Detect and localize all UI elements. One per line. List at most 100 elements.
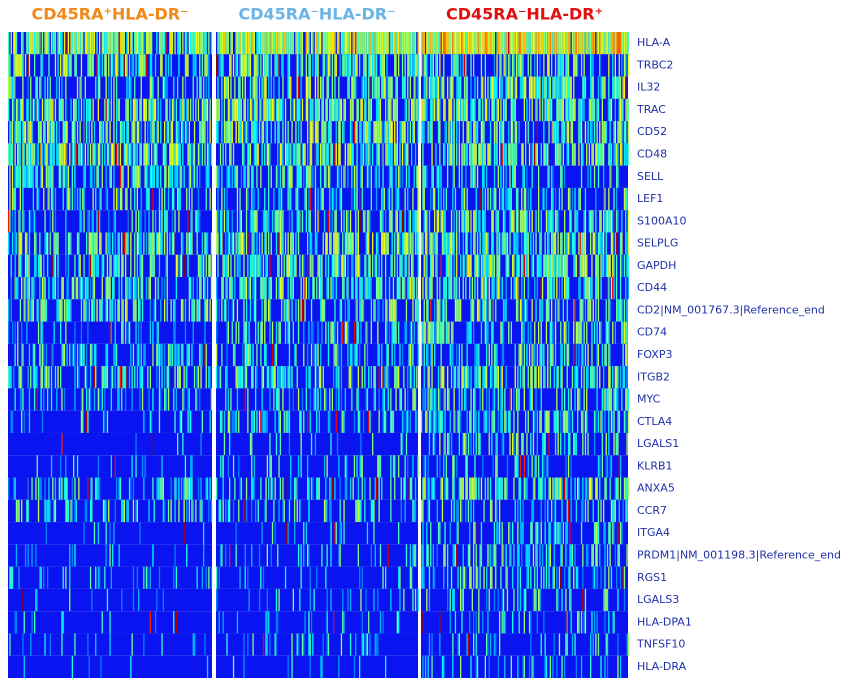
texture-stripe — [336, 98, 339, 122]
texture-stripe — [50, 343, 53, 367]
texture-stripe — [510, 76, 512, 99]
texture-stripe — [577, 32, 579, 55]
texture-stripe — [525, 32, 527, 55]
texture-stripe — [557, 232, 559, 255]
texture-stripe — [336, 321, 339, 344]
texture-stripe — [210, 143, 213, 166]
texture-stripe — [37, 98, 40, 122]
texture-stripe — [278, 232, 280, 255]
texture-stripe — [470, 54, 472, 77]
texture-stripe — [79, 210, 81, 233]
texture-stripe — [323, 455, 326, 478]
texture-stripe — [40, 477, 42, 500]
texture-stripe — [253, 477, 255, 500]
texture-stripe — [93, 232, 96, 255]
texture-stripe — [424, 254, 427, 278]
texture-stripe — [547, 343, 549, 367]
texture-stripe — [97, 76, 99, 99]
texture-stripe — [502, 121, 505, 144]
texture-stripe — [80, 76, 83, 99]
texture-stripe — [538, 165, 540, 188]
block-texture — [216, 477, 417, 500]
texture-stripe — [96, 299, 98, 322]
texture-stripe — [161, 366, 163, 389]
texture-stripe — [141, 254, 144, 278]
texture-stripe — [175, 143, 177, 166]
texture-stripe — [83, 165, 85, 188]
texture-stripe — [450, 277, 453, 300]
texture-stripe — [484, 143, 486, 166]
texture-stripe — [549, 366, 551, 389]
texture-stripe — [361, 299, 363, 322]
texture-stripe — [104, 366, 106, 389]
texture-stripe — [269, 98, 271, 122]
texture-stripe — [488, 432, 490, 456]
texture-stripe — [548, 232, 550, 255]
texture-stripe — [67, 54, 70, 77]
texture-stripe — [606, 277, 609, 300]
texture-stripe — [443, 98, 445, 122]
texture-stripe — [506, 32, 509, 55]
texture-stripe — [265, 98, 267, 122]
texture-stripe — [386, 32, 388, 55]
texture-stripe — [100, 232, 102, 255]
texture-stripe — [32, 299, 34, 322]
texture-stripe — [35, 232, 37, 255]
texture-stripe — [139, 165, 141, 188]
texture-stripe — [195, 32, 197, 55]
texture-stripe — [557, 432, 559, 456]
texture-stripe — [65, 455, 67, 478]
texture-stripe — [586, 388, 588, 411]
texture-stripe — [52, 165, 54, 188]
texture-stripe — [409, 366, 411, 389]
texture-stripe — [173, 321, 175, 344]
texture-stripe — [144, 210, 146, 233]
texture-stripe — [317, 32, 319, 55]
texture-stripe — [352, 32, 354, 55]
texture-stripe — [434, 76, 436, 99]
texture-stripe — [112, 299, 114, 322]
texture-stripe — [247, 187, 249, 211]
texture-stripe — [545, 254, 548, 278]
texture-stripe — [554, 143, 557, 166]
texture-stripe — [409, 477, 411, 500]
texture-stripe — [209, 187, 211, 211]
texture-stripe — [321, 143, 323, 166]
texture-stripe — [82, 410, 84, 433]
texture-stripe — [264, 277, 266, 300]
texture-stripe — [564, 165, 566, 188]
texture-stripe — [60, 32, 62, 55]
texture-stripe — [93, 32, 96, 55]
texture-stripe — [138, 321, 140, 344]
texture-stripe — [409, 54, 411, 77]
texture-stripe — [310, 321, 313, 344]
texture-stripe — [143, 32, 145, 55]
texture-stripe — [287, 410, 289, 433]
texture-stripe — [303, 277, 305, 300]
texture-stripe — [45, 98, 47, 122]
texture-stripe — [30, 165, 32, 188]
texture-stripe — [597, 254, 600, 278]
texture-stripe — [583, 277, 585, 300]
texture-stripe — [606, 98, 609, 122]
texture-stripe — [41, 277, 44, 300]
texture-stripe — [290, 277, 292, 300]
texture-stripe — [582, 143, 584, 166]
texture-stripe — [497, 410, 499, 433]
texture-stripe — [483, 32, 485, 55]
texture-stripe — [353, 32, 356, 55]
texture-stripe — [463, 98, 466, 122]
texture-stripe — [139, 254, 141, 278]
texture-stripe — [58, 477, 60, 500]
texture-stripe — [96, 32, 98, 55]
texture-stripe — [295, 187, 297, 211]
texture-stripe — [57, 143, 59, 166]
texture-stripe — [596, 388, 598, 411]
texture-stripe — [327, 321, 330, 344]
texture-stripe — [54, 54, 57, 77]
texture-stripe — [261, 321, 263, 344]
texture-stripe — [493, 366, 496, 389]
texture-stripe — [183, 477, 185, 500]
texture-stripe — [346, 277, 348, 300]
